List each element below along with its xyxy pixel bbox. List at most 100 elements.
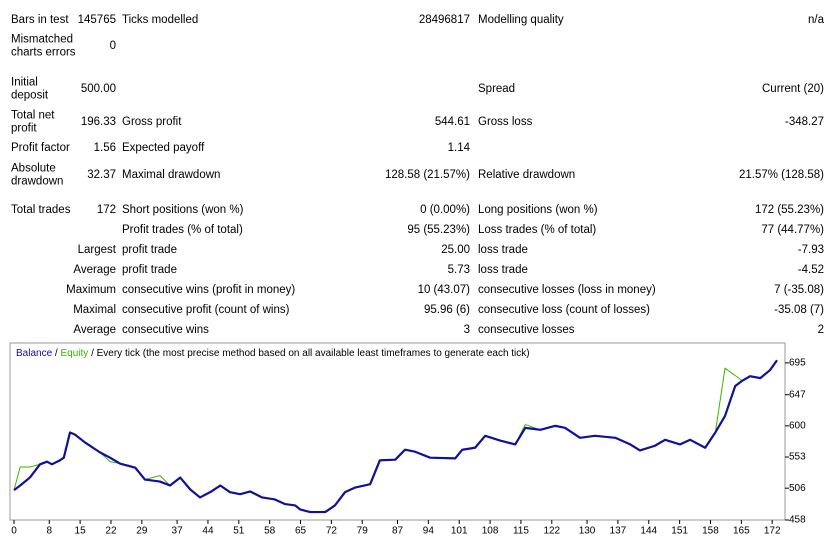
x-tick-label: 22: [105, 526, 117, 537]
field-value: 544.61: [435, 116, 470, 128]
x-tick-label: 172: [764, 526, 781, 537]
x-tick-label: 144: [640, 526, 657, 537]
field-value: 128.58 (21.57%): [385, 169, 470, 181]
field-label: Initial deposit: [11, 77, 49, 102]
field-value: 32.37: [87, 169, 116, 181]
field-label: Profit trades (% of total): [122, 224, 243, 236]
x-tick-label: 8: [46, 526, 52, 537]
field-label: consecutive profit (count of wins): [122, 304, 290, 316]
field-value: -7.93: [798, 244, 824, 256]
field-label: loss trade: [478, 244, 528, 256]
chart-subtitle: Every tick (the most precise method base…: [97, 348, 530, 359]
y-tick-label: 506: [789, 483, 806, 494]
legend-separator: /: [55, 348, 58, 359]
x-tick-label: 130: [579, 526, 596, 537]
field-label: profit trade: [122, 244, 177, 256]
field-value: 145765: [78, 14, 116, 26]
field-label: Ticks modelled: [122, 14, 198, 26]
field-label: consecutive wins: [122, 324, 209, 336]
field-label: Total net profit: [11, 110, 55, 135]
legend-entry: Balance: [16, 348, 53, 359]
field-value: 0: [110, 40, 116, 52]
x-tick-label: 15: [75, 526, 87, 537]
field-value: 95 (55.23%): [407, 224, 470, 236]
field-value: 196.33: [81, 116, 116, 128]
field-label: consecutive loss (count of losses): [478, 304, 650, 316]
field-label: consecutive losses: [478, 324, 575, 336]
field-value: 21.57% (128.58): [739, 169, 824, 181]
field-label: Average: [73, 264, 116, 276]
field-value: 10 (43.07): [418, 284, 471, 296]
x-tick-label: 72: [326, 526, 338, 537]
field-label: Gross profit: [122, 116, 182, 128]
field-value: 77 (44.77%): [761, 224, 824, 236]
field-value: 5.73: [448, 264, 470, 276]
field-label: consecutive wins (profit in money): [122, 284, 295, 296]
field-label: Maximal: [73, 304, 116, 316]
field-value: -4.52: [798, 264, 824, 276]
field-label: Modelling quality: [478, 14, 564, 26]
y-tick-label: 647: [789, 389, 806, 400]
y-tick-label: 600: [789, 421, 806, 432]
field-value: 95.96 (6): [424, 304, 470, 316]
field-value: -35.08 (7): [774, 304, 824, 316]
field-label: Mismatched charts errors: [11, 34, 76, 59]
field-label: Short positions (won %): [122, 204, 244, 216]
x-tick-label: 137: [610, 526, 627, 537]
field-label: Spread: [478, 83, 515, 95]
field-value: 172: [97, 204, 116, 216]
x-tick-label: 151: [671, 526, 688, 537]
field-value: 0 (0.00%): [420, 204, 470, 216]
field-value: 3: [464, 324, 470, 336]
field-label: Largest: [78, 244, 117, 256]
field-label: Bars in test: [11, 14, 69, 26]
series-line: [13, 359, 778, 514]
legend-separator: /: [91, 348, 94, 359]
x-tick-label: 79: [357, 526, 369, 537]
x-tick-label: 37: [172, 526, 184, 537]
y-tick-label: 695: [789, 358, 806, 369]
y-tick-label: 553: [789, 452, 806, 463]
field-label: Absolute drawdown: [11, 163, 63, 188]
x-tick-label: 65: [295, 526, 307, 537]
field-value: 7 (-35.08): [774, 284, 824, 296]
field-label: Long positions (won %): [478, 204, 598, 216]
field-label: Total trades: [11, 204, 71, 216]
x-tick-label: 108: [482, 526, 499, 537]
field-label: Expected payoff: [122, 142, 205, 154]
chart-legend: Balance / Equity / Every tick (the most …: [16, 348, 530, 359]
legend-entry: Equity: [60, 348, 88, 359]
x-tick-label: 44: [202, 526, 214, 537]
field-label: profit trade: [122, 264, 177, 276]
x-tick-label: 29: [136, 526, 148, 537]
field-label: Profit factor: [11, 142, 70, 154]
field-label: Relative drawdown: [478, 169, 575, 181]
field-label: Loss trades (% of total): [478, 224, 596, 236]
y-tick-label: 458: [789, 515, 806, 526]
chart-frame: [9, 342, 786, 521]
field-label: Average: [73, 324, 116, 336]
x-tick-label: 101: [451, 526, 468, 537]
field-value: 500.00: [81, 83, 116, 95]
field-value: 28496817: [419, 14, 470, 26]
field-value: 25.00: [441, 244, 470, 256]
x-tick-label: 165: [733, 526, 750, 537]
x-tick-label: 87: [392, 526, 404, 537]
x-tick-label: 158: [702, 526, 719, 537]
field-label: Maximum: [66, 284, 116, 296]
x-tick-label: 0: [11, 526, 17, 537]
field-value: 172 (55.23%): [755, 204, 824, 216]
field-label: loss trade: [478, 264, 528, 276]
field-label: consecutive losses (loss in money): [478, 284, 656, 296]
x-tick-label: 115: [513, 526, 529, 537]
field-value: 2: [818, 324, 824, 336]
x-tick-label: 122: [543, 526, 560, 537]
field-value: Current (20): [762, 83, 824, 95]
x-tick-label: 51: [233, 526, 245, 537]
field-value: 1.14: [448, 142, 471, 154]
field-value: -348.27: [785, 116, 824, 128]
x-tick-label: 94: [423, 526, 435, 537]
x-tick-label: 58: [264, 526, 276, 537]
